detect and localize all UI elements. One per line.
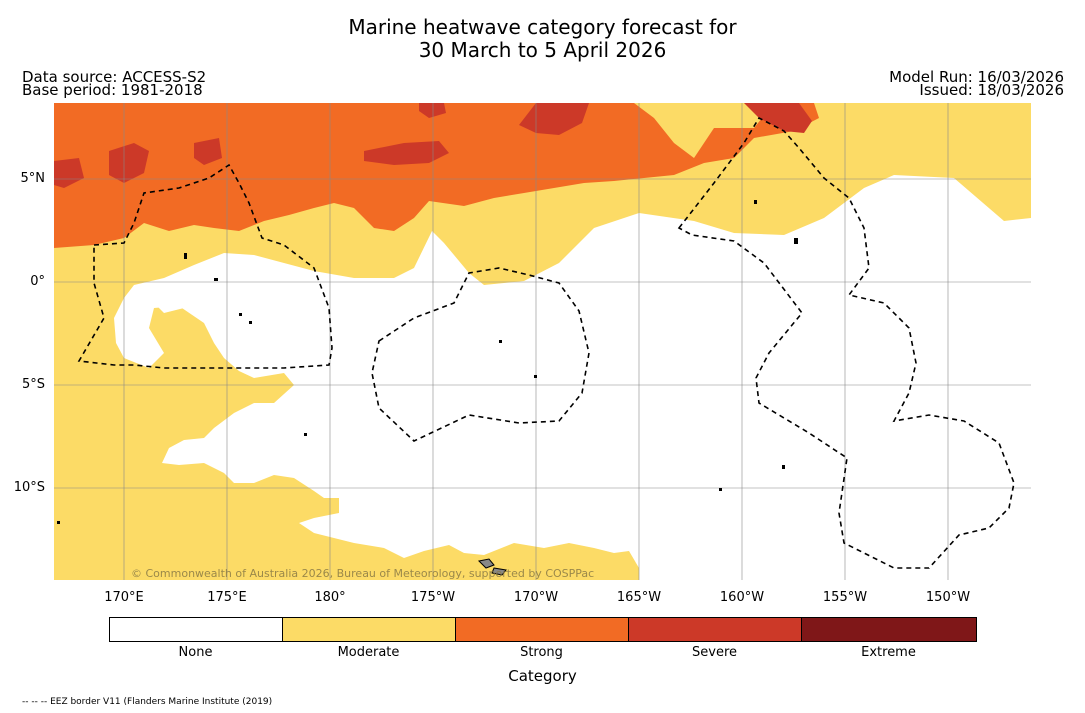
severe-patch-7 bbox=[194, 138, 222, 165]
severe-patch-5 bbox=[744, 103, 812, 133]
lon-tick-175e: 175°E bbox=[207, 590, 247, 605]
lon-tick-165w: 165°W bbox=[616, 590, 662, 605]
legend-swatch-strong bbox=[455, 617, 629, 642]
legend-swatch-extreme bbox=[801, 617, 977, 642]
legend-swatch-severe bbox=[628, 617, 802, 642]
gridlines bbox=[54, 103, 1031, 580]
legend-title: Category bbox=[508, 667, 577, 685]
legend-swatch-moderate bbox=[282, 617, 456, 642]
lon-tick-150w: 150°W bbox=[925, 590, 971, 605]
legend-label-extreme: Extreme bbox=[861, 645, 916, 660]
lat-tick-5s: 5°S bbox=[21, 377, 45, 392]
lat-tick-5n: 5°N bbox=[20, 171, 46, 186]
legend-label-strong: Strong bbox=[520, 645, 563, 660]
base-period: Base period: 1981-2018 bbox=[22, 81, 203, 99]
legend-label-none: None bbox=[178, 645, 213, 660]
severe-patch-4 bbox=[364, 141, 449, 165]
severe-patch-2 bbox=[54, 158, 84, 188]
lon-tick-155w: 155°W bbox=[822, 590, 868, 605]
copyright-notice: © Commonwealth of Australia 2026, Bureau… bbox=[131, 567, 595, 580]
lat-tick-0: 0° bbox=[30, 274, 45, 289]
lon-tick-180: 180° bbox=[314, 590, 346, 605]
issued-date: Issued: 18/03/2026 bbox=[919, 81, 1064, 99]
lon-tick-160w: 160°W bbox=[719, 590, 765, 605]
lon-tick-175w: 175°W bbox=[410, 590, 456, 605]
strong-region bbox=[54, 103, 819, 248]
lon-tick-170w: 170°W bbox=[513, 590, 559, 605]
moderate-region bbox=[54, 103, 1031, 580]
severe-patch-6 bbox=[419, 103, 446, 118]
no-heatwave-patch bbox=[149, 288, 274, 363]
severe-patch-1 bbox=[109, 143, 149, 183]
map-title-line2: 30 March to 5 April 2026 bbox=[418, 38, 667, 62]
lon-tick-170e: 170°E bbox=[104, 590, 144, 605]
lat-tick-10s: 10°S bbox=[13, 480, 45, 495]
data-source: Data source: ACCESS-S2 bbox=[22, 68, 207, 86]
model-run: Model Run: 16/03/2026 bbox=[889, 68, 1064, 86]
legend-label-moderate: Moderate bbox=[337, 645, 400, 660]
legend-swatch-none bbox=[109, 617, 283, 642]
heatwave-map bbox=[54, 103, 1031, 580]
map-title-line1: Marine heatwave category forecast for bbox=[348, 15, 737, 39]
islands bbox=[57, 200, 798, 524]
eez-note: -- -- -- EEZ border V11 (Flanders Marine… bbox=[22, 697, 273, 707]
eez-borders bbox=[77, 116, 1015, 569]
severe-patch-3 bbox=[519, 103, 589, 135]
island-patch bbox=[477, 558, 507, 576]
map-canvas bbox=[54, 103, 1031, 580]
legend-label-severe: Severe bbox=[692, 645, 737, 660]
